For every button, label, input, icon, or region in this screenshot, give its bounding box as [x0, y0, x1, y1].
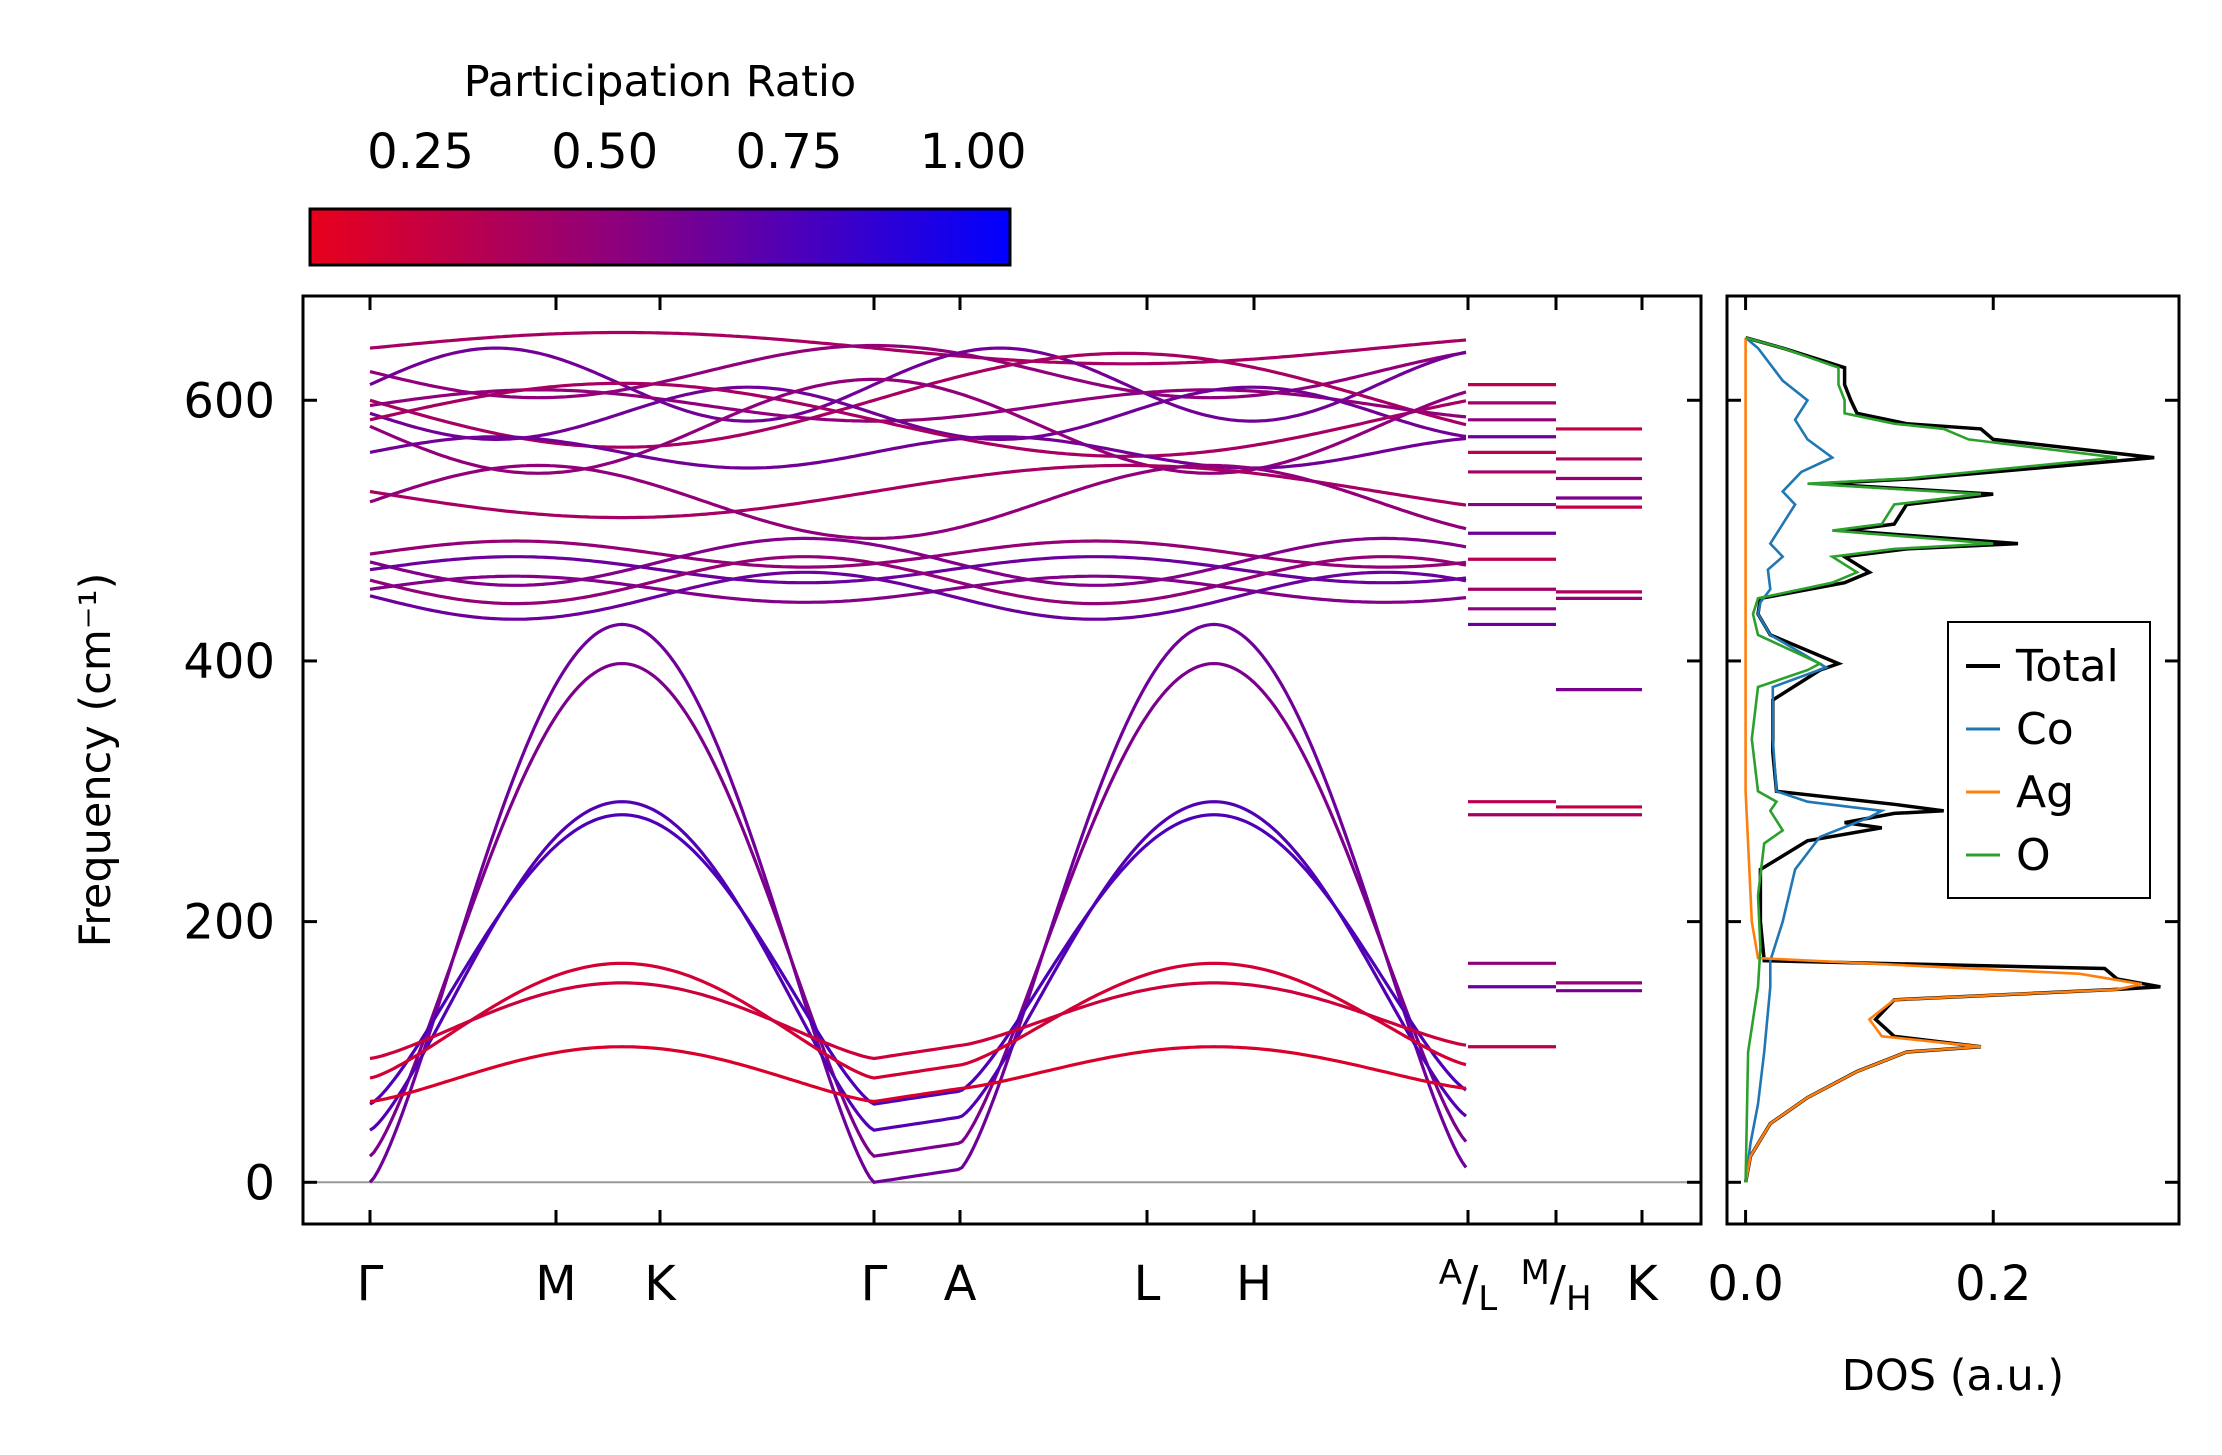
kpoint-label: M/H: [1520, 1253, 1591, 1319]
colorbar-tick-label: 0.75: [736, 124, 843, 180]
optical-band: [369, 346, 1467, 423]
kpoint-label: H: [1236, 1256, 1272, 1312]
kpath-axis-ticks: Γ M K Γ A L H A/LM/H K: [357, 296, 1659, 1319]
optical-band: [369, 570, 1467, 621]
frequency-axis-label: Frequency (cm⁻¹): [71, 573, 121, 948]
segment-bands: [1468, 383, 1642, 1049]
optical-band: [369, 435, 1467, 470]
optical-band: [369, 388, 1467, 423]
acoustic-band: [368, 661, 1468, 1158]
acoustic-band: [368, 622, 1468, 1185]
band-plot-frame: [301, 294, 1703, 1226]
optical-band: [369, 463, 1467, 520]
y-tick-label: 400: [183, 634, 275, 690]
dos-x-tick-label: 0.0: [1707, 1256, 1783, 1312]
y-tick-label: 600: [183, 373, 275, 429]
acoustic-band: [369, 800, 1468, 1132]
dos-axis-ticks: 0.0 0.2: [1707, 296, 2031, 1312]
optical-band: [369, 377, 1467, 475]
optical-band: [369, 381, 1467, 458]
dos-axis-label: DOS (a.u.): [1842, 1351, 2064, 1401]
colorbar-gradient: [308, 207, 1012, 267]
optical-band: [369, 385, 1467, 441]
dos-curve-ag: [1744, 337, 2143, 1183]
kpoint-label: L: [1134, 1256, 1161, 1312]
colorbar-title: Participation Ratio: [464, 57, 857, 107]
acoustic-band: [369, 1045, 1467, 1104]
dos-frequency-ticks: [1727, 398, 2179, 1184]
dos-curve-co: [1744, 336, 1887, 1183]
optical-band: [369, 330, 1467, 366]
dos-curve-o: [1744, 336, 2118, 1183]
legend-label-total: Total: [2015, 641, 2119, 692]
y-tick-label: 200: [183, 895, 275, 951]
dos-curves: [1743, 336, 2161, 1183]
optical-band: [369, 574, 1467, 604]
kpoint-label: M: [535, 1256, 576, 1312]
kpoint-label: K: [1626, 1256, 1659, 1312]
acoustic-band: [369, 981, 1467, 1061]
kpoint-label: K: [644, 1256, 677, 1312]
colorbar-tick-label: 1.00: [920, 124, 1027, 180]
dos-panel: 0.0 0.2 DOS (a.u.) Total Co Ag O: [1707, 294, 2181, 1401]
dos-plot-frame: [1725, 294, 2181, 1226]
optical-band: [369, 539, 1467, 569]
colorbar-tick-label: 0.50: [551, 124, 658, 180]
acoustic-band: [369, 961, 1467, 1080]
colorbar: Participation Ratio 0.25 0.50 0.75 1.00: [308, 57, 1027, 267]
optical-band: [369, 536, 1467, 587]
optical-band: [369, 555, 1467, 606]
legend-label-o: O: [2016, 830, 2051, 881]
legend-label-ag: Ag: [2016, 767, 2074, 818]
y-tick-label: 0: [244, 1155, 275, 1211]
legend-label-co: Co: [2016, 704, 2074, 755]
kpoint-label: A/L: [1439, 1253, 1497, 1319]
dos-curve-total: [1743, 336, 2161, 1183]
colorbar-ticks: 0.25 0.50 0.75 1.00: [367, 124, 1027, 265]
frequency-axis-ticks: 0 200 400 600: [183, 373, 1701, 1211]
optical-band: [369, 351, 1467, 449]
colorbar-tick-label: 0.25: [367, 124, 474, 180]
optical-band: [369, 463, 1467, 540]
dos-x-tick-label: 0.2: [1955, 1256, 2031, 1312]
optical-band: [369, 555, 1467, 585]
kpoint-label: Γ: [357, 1256, 384, 1312]
kpoint-label: A: [944, 1256, 977, 1312]
phonon-bands: [368, 330, 1468, 1185]
dos-legend: Total Co Ag O: [1947, 621, 2151, 899]
acoustic-band: [369, 813, 1467, 1106]
kpoint-label: Γ: [861, 1256, 888, 1312]
